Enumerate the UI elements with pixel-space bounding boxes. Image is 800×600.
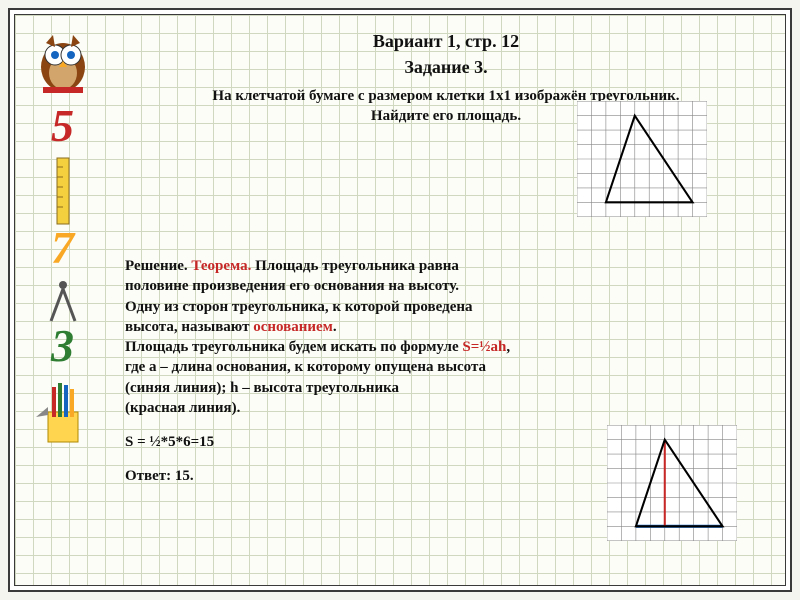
- formula-line3: (синяя линия); h – высота треугольника: [125, 378, 565, 398]
- theorem-text1: Площадь треугольника равна: [255, 258, 459, 274]
- answer: Ответ: 15.: [125, 466, 565, 486]
- calculation: S = ½*5*6=15: [125, 432, 565, 452]
- ruler-icon: [56, 157, 70, 225]
- base-text2: высота, называют: [125, 319, 253, 335]
- pencil-cup-icon: [28, 377, 98, 447]
- digit-3: 3: [51, 323, 74, 369]
- formula-comma: ,: [506, 339, 510, 355]
- digit-5: 5: [51, 103, 74, 149]
- header-line2: Задание 3.: [125, 55, 767, 79]
- formula: S=½ah: [462, 339, 506, 355]
- solution-prefix: Решение.: [125, 258, 188, 274]
- formula-line2: где a – длина основания, к которому опущ…: [125, 357, 565, 377]
- figure-1: [577, 101, 707, 217]
- sidebar: 5 7 3: [15, 15, 110, 585]
- compass-icon: [43, 279, 83, 325]
- theorem-text2: половине произведения его основания на в…: [125, 276, 565, 296]
- base-highlight: основанием: [253, 319, 333, 335]
- base-period: .: [333, 319, 337, 335]
- owl-icon: [28, 25, 98, 95]
- header-line1: Вариант 1, стр. 12: [125, 29, 767, 53]
- solution-block: Решение. Теорема. Площадь треугольника р…: [125, 256, 565, 487]
- formula-line4: (красная линия).: [125, 398, 565, 418]
- formula-line1: Площадь треугольника будем искать по фор…: [125, 339, 462, 355]
- content-area: Вариант 1, стр. 12 Задание 3. На клетчат…: [125, 29, 767, 571]
- theorem-label: Теорема.: [191, 258, 251, 274]
- digit-7: 7: [51, 225, 74, 271]
- base-text1: Одну из сторон треугольника, к которой п…: [125, 297, 565, 317]
- figure-2: [607, 425, 737, 541]
